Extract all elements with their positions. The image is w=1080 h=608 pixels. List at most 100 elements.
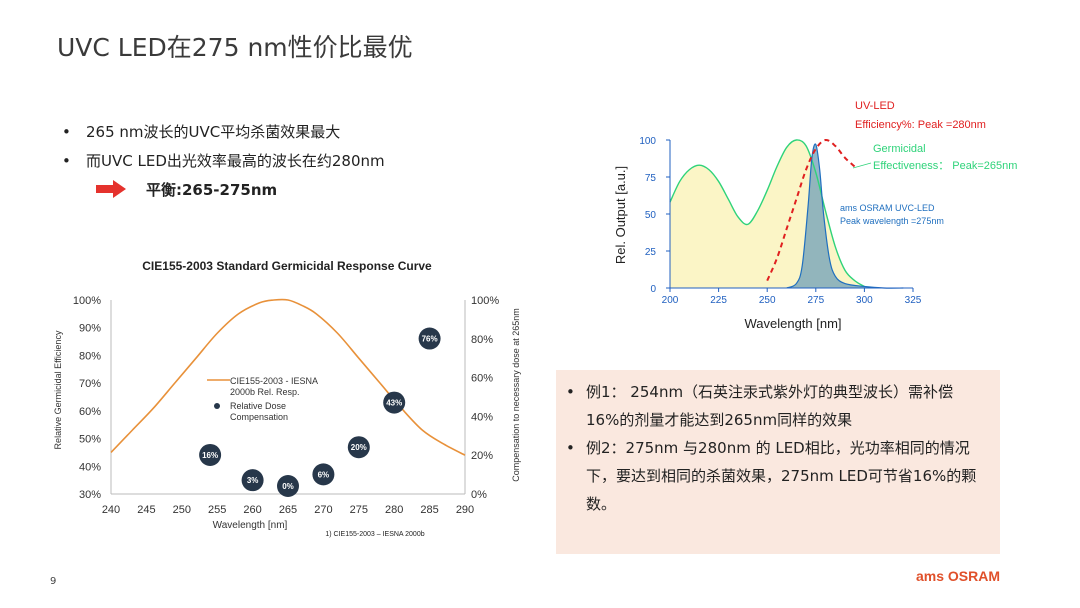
legend-dot-swatch [214,403,220,409]
y-tick-label: 60% [79,406,101,418]
x-tick-label: 275 [350,504,368,516]
x-tick-label: 280 [385,504,403,516]
y2-tick-label: 0% [471,489,487,501]
uv-led-label-1: UV-LED [855,100,895,112]
note-line-1: 例1： 254nm（石英注汞式紫外灯的典型波长）需补偿 [586,383,954,401]
dose-marker-label: 3% [247,476,259,485]
x-tick-label: 255 [208,504,226,516]
dose-marker-dot [347,436,370,459]
bullet-item: 265 nm波长的UVC平均杀菌效果最大 [62,118,385,147]
y-tick-label: 90% [79,323,101,335]
x-tick-label: 265 [279,504,297,516]
dose-marker: 76% [418,327,441,350]
x-tick-label: 250 [173,504,191,516]
uvc-led-output-chart: 0 25 50 75 100 200 225 250 275 300 325 Rel. Outpu… [613,100,1017,331]
germicidal-response-chart: CIE155-2003 Standard Germicidal Response… [53,259,521,538]
y2-tick-label: 100% [471,295,499,307]
led-spectrum-curve [786,143,904,289]
x-tick-label: 285 [420,504,438,516]
bullet-item: 而UVC LED出光效率最高的波长在约280nm [62,147,385,176]
y-tick-label: 100% [73,295,101,307]
germicidal-label-2: Effectiveness： Peak=265nm [873,160,1017,172]
x-tick-label: 325 [905,295,922,306]
note-line-4: 下，要达到相同的杀菌效果，275nm LED可节省16%的颗 [586,467,977,485]
x-tick-label: 250 [759,295,776,306]
legend-cie-label-1: CIE155-2003 - IESNA [230,376,318,386]
y2-tick-label: 40% [471,411,493,423]
germicidal-label-1: Germicidal [873,143,926,155]
uv-led-label-2: Efficiency%: Peak =280nm [855,119,986,131]
y-axis-label: Rel. Output [a.u.] [613,166,628,264]
dose-marker: 20% [347,436,370,459]
y-tick-label: 75 [645,173,657,184]
chart-legend: CIE155-2003 - IESNA 2000b Rel. Resp. Rel… [207,376,318,422]
dose-marker: 43% [383,391,406,414]
right-arrow-icon [96,180,126,198]
x-tick-label: 300 [856,295,873,306]
y2-tick-label: 60% [471,373,493,385]
note-line-3: 例2：275nm 与280nm 的 LED相比，光功率相同的情况 [586,439,970,457]
dose-marker-label: 6% [318,470,330,479]
dose-marker: 0% [277,475,299,497]
dose-marker-dot [241,469,264,492]
x-axis-label: Wavelength [nm] [744,316,841,331]
dose-marker-dot [383,391,406,414]
dose-marker-dot [277,475,299,497]
dose-marker-label: 20% [351,443,367,452]
note-line-2: 16%的剂量才能达到265nm同样的效果 [586,411,853,429]
page-title: UVC LED在275 nm性价比最优 [57,33,413,62]
dose-marker-dot [312,463,335,486]
balance-callout: 平衡:265-275nm [96,178,277,200]
x-tick-label: 200 [662,295,679,306]
dose-marker-dot [418,327,441,350]
y-tick-label: 50% [79,434,101,446]
dose-marker-label: 76% [422,335,438,344]
note-bullet: • [566,439,575,457]
dose-marker: 3% [241,469,264,492]
y-tick-label: 40% [79,461,101,473]
osram-led-label-1: ams OSRAM UVC-LED [840,203,935,213]
x-tick-label: 245 [137,504,155,516]
x-tick-label: 270 [314,504,332,516]
legend-dose-label-2: Compensation [230,412,288,422]
y-tick-label: 70% [79,378,101,390]
x-tick-label: 275 [807,295,824,306]
germicidal-curve [669,139,865,288]
dose-marker: 16% [199,443,222,466]
dose-marker-label: 0% [282,482,294,491]
x-tick-label: 260 [243,504,261,516]
x-tick-label: 290 [456,504,474,516]
y-tick-label: 80% [79,350,101,362]
dose-marker-label: 16% [202,451,218,460]
y-tick-label: 100 [639,136,656,147]
balance-text: 平衡:265-275nm [146,180,278,199]
y2-axis-label: Compensation to necessary dose at 265nm [511,308,521,482]
x-tick-label: 240 [102,504,120,516]
y-tick-label: 0 [650,284,656,295]
x-axis-label: Wavelength [nm] [213,520,288,531]
page-number: 9 [50,576,57,587]
led-area-fill [786,144,904,289]
dose-marker: 6% [312,463,335,486]
y2-tick-label: 20% [471,450,493,462]
dose-marker-dot [199,443,222,466]
y-tick-label: 50 [645,210,657,221]
y-tick-label: 30% [79,489,101,501]
legend-dose-label-1: Relative Dose [230,401,286,411]
note-line-5: 数。 [586,495,617,513]
chart-footnote: 1) CIE155-2003 – IESNA 2000b [325,531,424,538]
osram-led-label-2: Peak wavelength =275nm [840,216,944,226]
efficiency-curve [766,138,856,282]
legend-cie-label-2: 2000b Rel. Resp. [230,387,300,397]
bullet-list: 265 nm波长的UVC平均杀菌效果最大 而UVC LED出光效率最高的波长在约… [62,118,385,176]
examples-note-box: • 例1： 254nm（石英注汞式紫外灯的典型波长）需补偿 16%的剂量才能达到… [556,370,1000,554]
chart-title: CIE155-2003 Standard Germicidal Response… [142,259,432,273]
germicidal-area-fill [670,139,865,288]
y-axis-label: Relative Germicidal Efficiency [53,330,63,449]
y2-tick-label: 80% [471,334,493,346]
company-logo: ams OSRAM [916,568,1001,584]
germicidal-label-leader [852,162,872,169]
dose-marker-label: 43% [386,399,402,408]
note-bullet: • [566,383,575,401]
x-tick-label: 225 [710,295,727,306]
